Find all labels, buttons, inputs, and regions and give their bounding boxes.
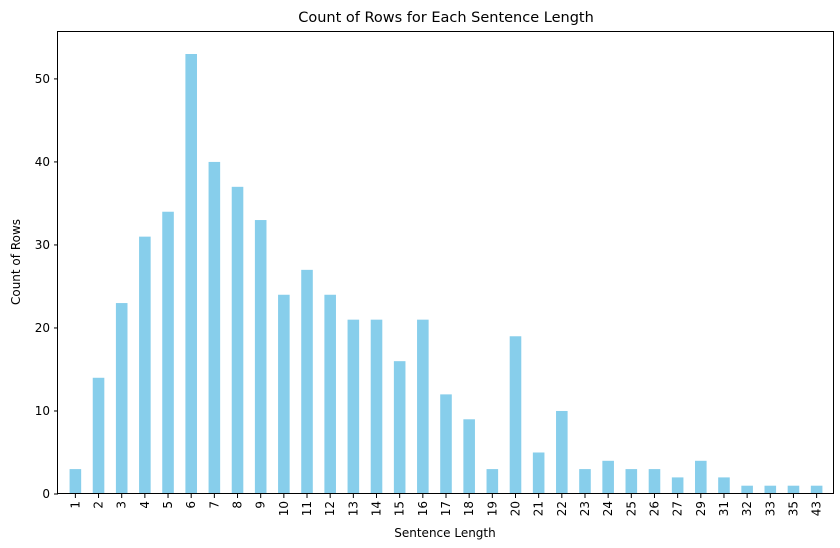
bar-33	[764, 485, 777, 494]
bar-1	[69, 469, 82, 494]
x-tick-label: 43	[810, 501, 824, 516]
x-tick-label: 32	[740, 501, 754, 516]
chart-title: Count of Rows for Each Sentence Length	[298, 10, 594, 26]
y-axis-title: Count of Rows	[9, 219, 23, 305]
x-tick-label: 2	[92, 501, 106, 509]
y-tick-label: 40	[35, 155, 50, 169]
bar-26	[648, 469, 661, 494]
x-tick-label: 8	[231, 501, 245, 509]
x-axis-title: Sentence Length	[394, 526, 495, 540]
bar-18	[463, 419, 475, 494]
bar-20	[509, 336, 522, 494]
bar-22	[556, 410, 568, 494]
x-tick-label: 14	[370, 501, 384, 516]
x-tick-label: 3	[115, 501, 129, 509]
bar-11	[301, 269, 313, 494]
x-tick-label: 1	[68, 501, 82, 509]
x-tick-label: 16	[416, 501, 430, 516]
x-tick-label: 6	[184, 501, 198, 509]
x-tick-label: 29	[694, 501, 708, 516]
x-tick-label: 35	[786, 501, 800, 516]
bar-31	[718, 477, 730, 494]
x-tick-label: 23	[578, 501, 592, 516]
x-tick-label: 27	[671, 501, 685, 516]
bar-24	[602, 460, 614, 494]
y-tick-label: 50	[35, 72, 50, 86]
x-tick-label: 12	[323, 501, 337, 516]
bar-3	[115, 303, 128, 494]
bar-2	[92, 377, 105, 494]
bar-23	[579, 469, 591, 494]
x-tick-label: 4	[138, 501, 152, 509]
bar-7	[208, 161, 221, 494]
bar-9	[254, 220, 267, 495]
bar-17	[440, 394, 452, 494]
x-tick-label: 25	[624, 501, 638, 516]
bar-35	[787, 485, 800, 494]
bar-27	[671, 477, 684, 494]
bar-6	[185, 54, 197, 494]
x-tick-label: 20	[508, 501, 522, 516]
x-tick-label: 15	[393, 501, 407, 516]
x-tick-label: 17	[439, 501, 453, 516]
y-tick-label: 30	[35, 238, 50, 252]
x-tick-label: 9	[254, 501, 268, 509]
bar-19	[486, 469, 499, 494]
y-tick-label: 0	[42, 487, 50, 501]
bar-8	[231, 186, 244, 494]
y-tick-label: 10	[35, 404, 50, 418]
x-tick-label: 24	[601, 501, 615, 516]
x-tick-label: 18	[462, 501, 476, 516]
x-tick-label: 7	[207, 501, 221, 509]
x-axis-ticks: 1 2 3 4 5 6 7 8 9 10 11 12 13 14 15 16 17 18 19 20 21 22 23 24 2…	[68, 494, 824, 516]
x-tick-label: 31	[717, 501, 731, 516]
bars-group	[69, 54, 823, 495]
bar-13	[347, 319, 360, 494]
y-axis-ticks: 0 10 20 30 40 50	[35, 72, 58, 501]
bar-4	[139, 236, 151, 494]
x-tick-label: 21	[532, 501, 546, 516]
bar-14	[370, 319, 383, 494]
bar-32	[741, 485, 753, 494]
bar-43	[810, 485, 823, 494]
x-tick-label: 13	[346, 501, 360, 516]
x-tick-label: 22	[555, 501, 569, 516]
bar-16	[417, 319, 429, 494]
plot-frame	[57, 31, 834, 494]
bar-5	[162, 211, 174, 495]
x-tick-label: 10	[277, 501, 291, 516]
x-tick-label: 33	[763, 501, 777, 516]
bar-15	[393, 361, 406, 494]
x-tick-label: 5	[161, 501, 175, 509]
bar-12	[324, 294, 336, 494]
x-tick-label: 11	[300, 501, 314, 516]
y-tick-label: 20	[35, 321, 50, 335]
x-tick-label: 19	[485, 501, 499, 516]
bar-10	[278, 294, 290, 494]
x-tick-label: 26	[647, 501, 661, 516]
bar-29	[695, 460, 707, 494]
bar-21	[532, 452, 545, 494]
bar-25	[625, 469, 638, 494]
